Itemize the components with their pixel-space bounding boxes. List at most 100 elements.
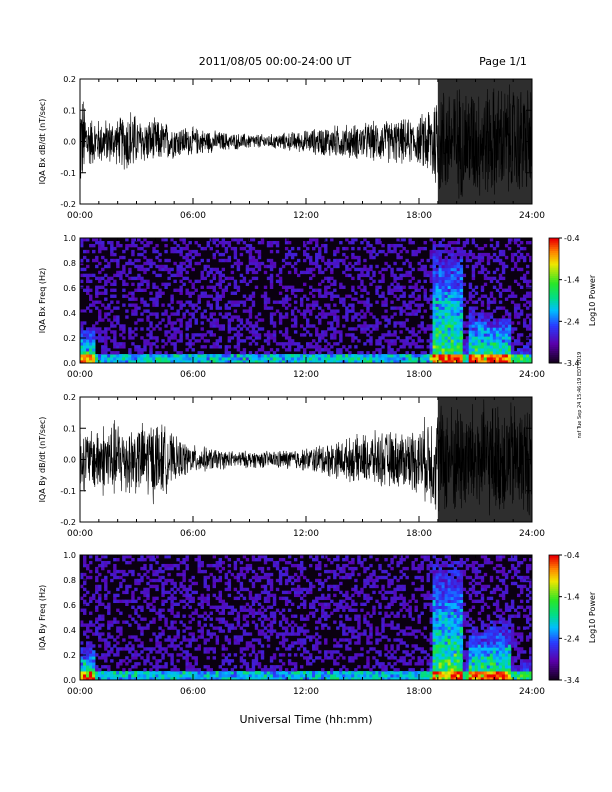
spectrogram-cell [185,566,189,571]
spectrogram-cell [182,560,186,565]
spectrogram-cell [345,348,349,352]
spectrogram-cell [224,635,229,639]
spectrogram-cell [140,264,144,269]
spectrogram-cell [188,264,192,269]
spectrogram-cell [330,333,334,337]
spectrogram-cell [239,656,244,660]
spectrogram-cell [122,677,126,681]
spectrogram-cell [260,348,265,352]
spectrogram-cell [312,300,316,304]
spectrogram-cell [134,665,138,669]
spectrogram-cell [336,351,340,355]
spectrogram-cell [339,581,343,586]
spectrogram-cell [324,243,328,248]
spectrogram-cell [146,282,150,287]
spectrogram-cell [293,348,298,352]
spectrogram-cell [242,617,247,621]
spectrogram-cell [131,599,135,604]
spectrogram-cell [432,255,436,260]
spectrogram-cell [287,599,292,604]
spectrogram-cell [287,303,292,307]
spectrogram-cell [86,644,90,648]
spectrogram-cell [242,587,247,592]
spectrogram-cell [113,593,117,598]
spectrogram-cell [522,258,527,263]
spectrogram-cell [306,578,310,583]
spectrogram-cell [182,255,186,260]
spectrogram-cell [465,354,470,358]
spectrogram-cell [453,288,458,292]
spectrogram-cell [104,641,108,645]
spectrogram-cell [281,285,286,289]
colorbar-segment [549,348,559,351]
spectrogram-cell [345,626,349,630]
spectrogram-cell [242,629,247,633]
spectrogram-cell [251,599,256,604]
spectrogram-cell [281,626,286,630]
spectrogram-cell [423,279,427,284]
spectrogram-cell [471,330,476,334]
spectrogram-cell [309,240,313,245]
spectrogram-cell [161,677,165,681]
spectrogram-cell [456,348,461,352]
spectrogram-cell [224,659,229,663]
spectrogram-cell [182,360,186,364]
spectrogram-cell [507,357,512,361]
spectrogram-cell [390,300,394,304]
spectrogram-cell [212,578,216,583]
spectrogram-cell [209,312,213,316]
spectrogram-cell [339,333,343,337]
spectrogram-cell [315,555,319,559]
spectrogram-cell [110,300,114,304]
spectrogram-cell [170,677,174,681]
spectrogram-cell [293,315,298,319]
spectrogram-cell [197,596,201,601]
spectrogram-cell [287,345,292,349]
spectrogram-cell [128,569,132,574]
spectrogram-cell [296,309,301,313]
spectrogram-cell [185,557,189,562]
spectrogram-cell [242,647,247,651]
spectrogram-cell [336,662,340,666]
spectrogram-cell [453,291,458,295]
spectrogram-cell [480,333,485,337]
spectrogram-cell [122,255,126,260]
spectrogram-cell [522,357,527,361]
spectrogram-cell [263,294,268,298]
spectrogram-cell [327,279,331,284]
spectrogram-cell [483,312,488,316]
spectrogram-cell [465,336,470,340]
spectrogram-cell [227,605,232,609]
spectrogram-cell [167,258,171,263]
spectrogram-cell [462,354,467,358]
spectrogram-cell [92,662,96,666]
spectrogram-cell [525,285,530,289]
spectrogram-cell [423,294,427,298]
spectrogram-cell [483,360,488,364]
spectrogram-cell [293,360,298,364]
spectrogram-cell [321,602,325,606]
spectrogram-cell [80,620,84,624]
spectrogram-cell [116,261,120,266]
spectrogram-cell [101,623,105,627]
spectrogram-cell [104,354,108,358]
spectrogram-cell [128,650,132,654]
spectrogram-cell [278,318,283,322]
spectrogram-cell [230,357,235,361]
spectrogram-cell [269,315,274,319]
spectrogram-cell [269,258,274,263]
spectrogram-cell [110,360,114,364]
spectrogram-cell [89,659,93,663]
spectrogram-cell [248,351,253,355]
spectrogram-cell [417,330,421,334]
spectrogram-cell [173,635,177,639]
spectrogram-cell [194,339,198,343]
spectrogram-cell [113,351,117,355]
spectrogram-cell [257,327,262,331]
spectrogram-cell [251,360,256,364]
spectrogram-cell [164,351,168,355]
spectrogram-cell [149,650,153,654]
spectrogram-cell [299,300,304,304]
spectrogram-cell [438,249,442,254]
spectrogram-cell [516,357,521,361]
